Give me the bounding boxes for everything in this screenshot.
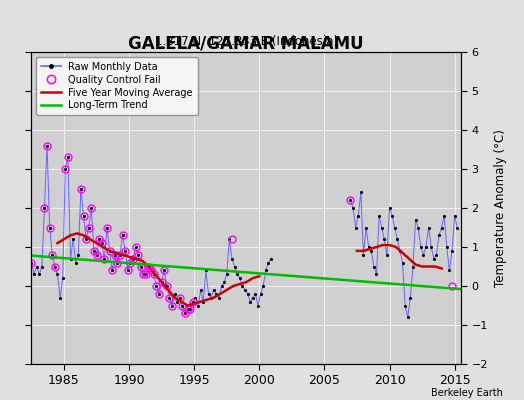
Legend: Raw Monthly Data, Quality Control Fail, Five Year Moving Average, Long-Term Tren: Raw Monthly Data, Quality Control Fail, … xyxy=(36,57,198,115)
Text: Berkeley Earth: Berkeley Earth xyxy=(431,388,503,398)
Y-axis label: Temperature Anomaly (°C): Temperature Anomaly (°C) xyxy=(494,129,507,287)
Text: 1.817 N, 127.833 E (Indonesia): 1.817 N, 127.833 E (Indonesia) xyxy=(155,35,338,48)
Title: GALELA/GAMAR MALAMU: GALELA/GAMAR MALAMU xyxy=(128,34,364,52)
